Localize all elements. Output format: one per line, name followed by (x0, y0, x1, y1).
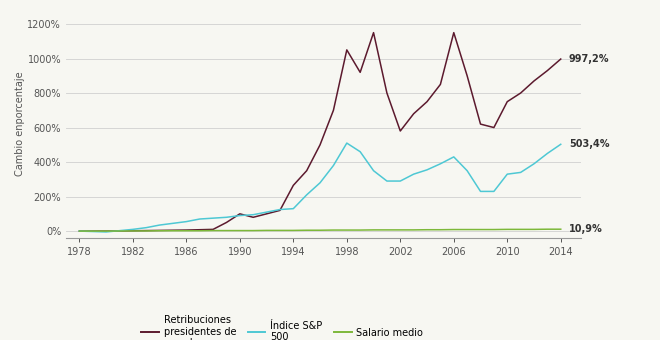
Text: 10,9%: 10,9% (569, 224, 603, 234)
Legend: Retribuciones
presidentes de
grandes em-, Índice S&P
500, Salario medio: Retribuciones presidentes de grandes em-… (137, 311, 427, 340)
Y-axis label: Cambio enporcentaje: Cambio enporcentaje (15, 72, 24, 176)
Text: 503,4%: 503,4% (569, 139, 609, 149)
Text: 997,2%: 997,2% (569, 54, 609, 64)
